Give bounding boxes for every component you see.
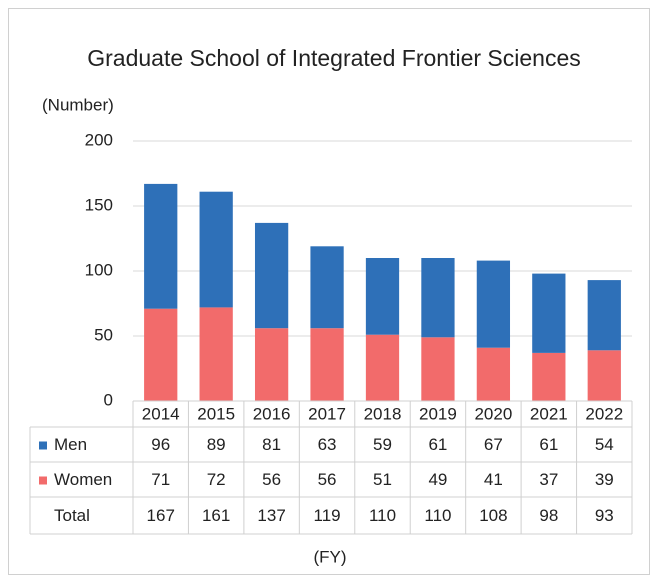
table-value: 72: [207, 470, 226, 489]
x-tick-label: 2020: [474, 404, 512, 423]
bar-segment: [365, 258, 400, 335]
bar-segment: [199, 191, 233, 308]
bar-segment: [587, 350, 621, 401]
table-value: 59: [373, 435, 392, 454]
bar-segment: [476, 347, 511, 401]
table-value: 61: [428, 435, 447, 454]
y-tick-label: 50: [94, 325, 113, 344]
x-tick-label: 2017: [308, 404, 346, 423]
chart-title: Graduate School of Integrated Frontier S…: [87, 45, 581, 71]
bar-segment: [587, 280, 621, 351]
legend-key: [39, 476, 47, 485]
table-value: 39: [595, 470, 614, 489]
x-axis-label: (FY): [313, 547, 346, 566]
x-tick-label: 2014: [142, 404, 180, 423]
table-value: 96: [151, 435, 170, 454]
legend-label: Men: [54, 435, 87, 454]
table-total: 110: [424, 506, 451, 525]
table-total: 137: [257, 506, 285, 525]
table-value: 37: [539, 470, 558, 489]
x-tick-label: 2018: [364, 404, 402, 423]
legend-label: Women: [54, 470, 112, 489]
table-total: 93: [595, 506, 614, 525]
table-total: 167: [147, 506, 175, 525]
y-tick-label: 100: [85, 260, 113, 279]
table-value: 51: [373, 470, 392, 489]
table-value: 49: [428, 470, 447, 489]
y-tick-label: 0: [104, 390, 113, 409]
bar-segment: [144, 308, 178, 401]
x-tick-label: 2021: [530, 404, 568, 423]
bar-segment: [199, 307, 233, 401]
bar-segment: [476, 260, 511, 348]
bar-segment: [421, 258, 455, 338]
y-axis-label: (Number): [42, 95, 114, 114]
table-value: 56: [262, 470, 281, 489]
bar-segment: [310, 328, 344, 401]
table-total: 161: [202, 506, 230, 525]
table-total: 108: [479, 506, 507, 525]
x-tick-label: 2016: [253, 404, 291, 423]
bar-segment: [310, 246, 344, 329]
x-tick-label: 2015: [197, 404, 235, 423]
table-value: 41: [484, 470, 503, 489]
table-value: 63: [318, 435, 337, 454]
bar-segment: [532, 273, 566, 353]
table-value: 54: [595, 435, 614, 454]
bar-segment: [144, 183, 178, 309]
table-value: 56: [318, 470, 337, 489]
bar-segment: [254, 222, 289, 329]
table-row-label: Total: [54, 506, 90, 525]
bar-segment: [421, 337, 455, 401]
x-tick-label: 2019: [419, 404, 457, 423]
table-total: 119: [314, 506, 341, 525]
table-value: 81: [262, 435, 281, 454]
table-value: 89: [207, 435, 226, 454]
bar-segment: [254, 328, 289, 401]
legend-key: [39, 441, 47, 450]
y-tick-label: 200: [85, 130, 113, 149]
bar-segment: [365, 334, 400, 401]
table-value: 67: [484, 435, 503, 454]
bar-segment: [532, 352, 566, 401]
y-tick-label: 150: [85, 195, 113, 214]
table-total: 98: [539, 506, 558, 525]
table-value: 71: [151, 470, 170, 489]
table-value: 61: [539, 435, 558, 454]
x-tick-label: 2022: [585, 404, 623, 423]
table-total: 110: [369, 506, 396, 525]
